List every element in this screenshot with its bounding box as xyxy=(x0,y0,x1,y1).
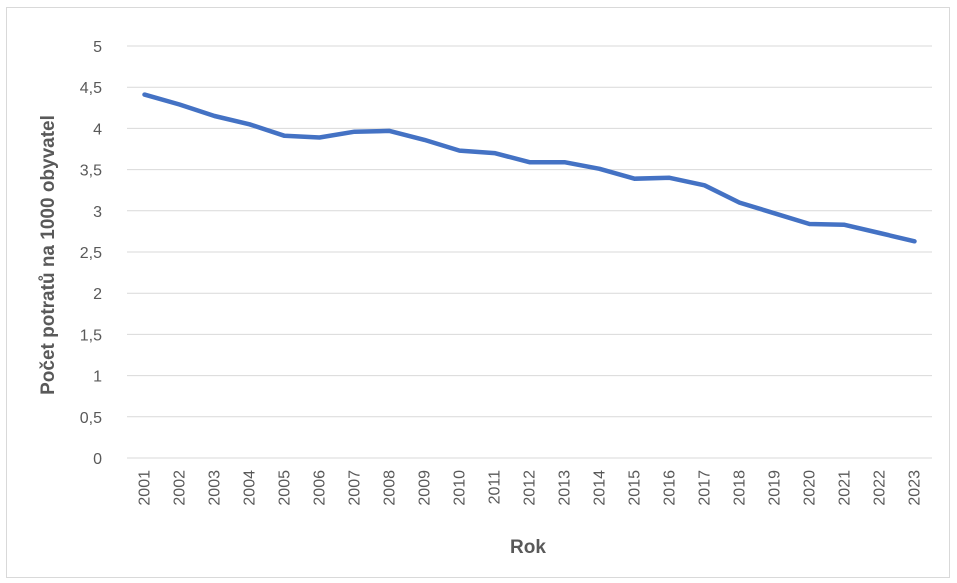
x-tick-label: 2015 xyxy=(627,470,644,506)
x-tick-label: 2008 xyxy=(382,470,399,506)
y-tick-label: 1,5 xyxy=(80,327,102,344)
series-line xyxy=(142,92,917,244)
x-tick-label: 2009 xyxy=(417,470,434,506)
y-tick-label: 3 xyxy=(93,204,102,221)
x-tick-label: 2007 xyxy=(347,470,364,506)
y-tick-label: 4,5 xyxy=(80,80,102,97)
x-tick-label: 2005 xyxy=(277,470,294,506)
x-tick-label: 2013 xyxy=(557,470,574,506)
x-tick-label: 2022 xyxy=(872,470,889,506)
x-tick-label: 2023 xyxy=(907,470,924,506)
y-axis-title: Počet potratů na 1000 obyvatel xyxy=(38,115,59,395)
y-tick-label: 5 xyxy=(93,39,102,56)
x-tick-label: 2010 xyxy=(452,470,469,506)
y-tick-label: 2 xyxy=(93,286,102,303)
x-tick-label: 2002 xyxy=(172,470,189,506)
x-axis-ticks: 2001 2002 2003 2004 2005 2006 2007 2008 2009 2010… xyxy=(137,470,924,506)
x-tick-label: 2019 xyxy=(767,470,784,506)
x-tick-label: 2016 xyxy=(662,470,679,506)
x-tick-label: 2004 xyxy=(242,470,259,506)
x-tick-label: 2006 xyxy=(312,470,329,506)
y-tick-label: 1 xyxy=(93,369,102,386)
x-tick-label: 2020 xyxy=(802,470,819,506)
x-axis-title: Rok xyxy=(510,537,546,558)
y-tick-label: 4 xyxy=(93,121,102,138)
x-tick-label: 2017 xyxy=(697,470,714,506)
x-tick-label: 2001 xyxy=(137,470,154,506)
x-tick-label: 2021 xyxy=(837,470,854,506)
y-tick-label: 0,5 xyxy=(80,410,102,427)
x-tick-label: 2014 xyxy=(592,470,609,506)
y-tick-label: 0 xyxy=(93,451,102,468)
x-tick-label: 2012 xyxy=(522,470,539,506)
y-axis-ticks: 0 0,5 1 1,5 2 2,5 3 3,5 4 4,5 5 xyxy=(80,39,102,468)
gridlines xyxy=(127,45,932,418)
series-group xyxy=(142,92,917,244)
y-tick-label: 3,5 xyxy=(80,163,102,180)
x-tick-label: 2011 xyxy=(487,470,504,505)
x-tick-label: 2018 xyxy=(732,470,749,506)
x-tick-label: 2003 xyxy=(207,470,224,506)
y-tick-label: 2,5 xyxy=(80,245,102,262)
